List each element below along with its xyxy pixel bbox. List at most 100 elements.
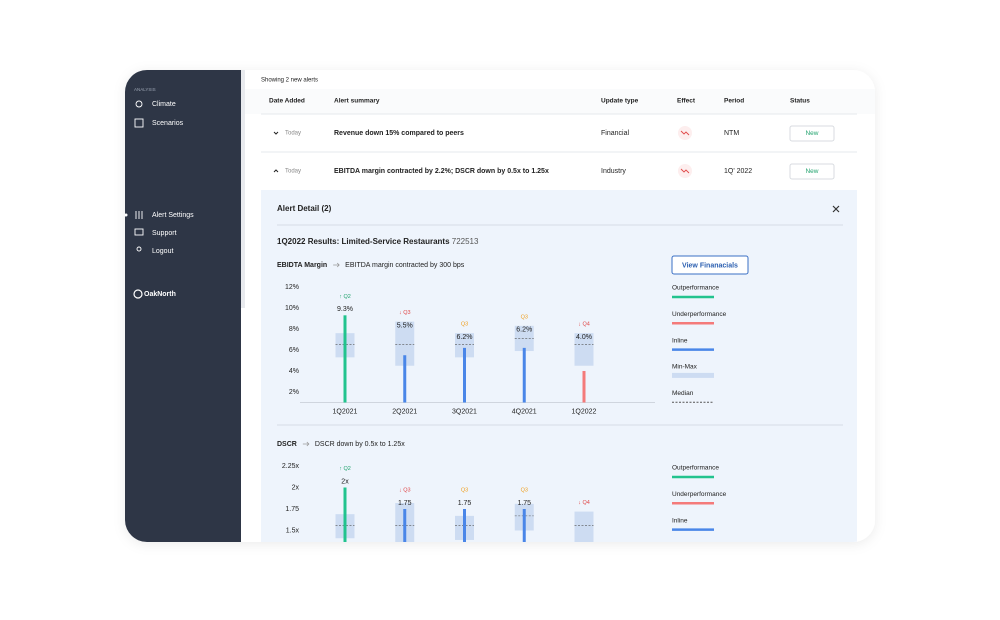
y-tick-label: 2.25x (282, 463, 300, 470)
bar (522, 347, 526, 403)
chart-title: DSCR (277, 441, 297, 448)
caption: Showing 2 new alerts (261, 78, 318, 84)
value-label: 6.2% (516, 327, 532, 334)
status-badge (789, 125, 835, 142)
legend-label: Min-Max (672, 364, 698, 371)
column-header: Update type (601, 98, 639, 105)
y-tick-label: 8% (289, 326, 299, 333)
chevron[interactable] (273, 131, 279, 135)
min-max-box (574, 333, 594, 366)
logo: OakNorth (144, 291, 176, 298)
value-label: 5.5% (397, 322, 413, 329)
bar (403, 509, 407, 542)
close-button[interactable] (832, 205, 840, 213)
status: New (805, 130, 818, 137)
arrow-icon (333, 262, 340, 268)
quartile-label: ↓ Q3 (399, 487, 411, 493)
column-header: Status (790, 98, 810, 105)
icon (134, 118, 144, 128)
quartile-label: Q3 (521, 314, 528, 320)
icon (136, 246, 142, 252)
legend-label: Underperformance (672, 311, 727, 318)
button[interactable] (671, 255, 749, 275)
menu-item[interactable]: Logout (152, 248, 173, 255)
quartile-label: ↓ Q4 (578, 322, 590, 328)
chart-subtitle: DSCR down by 0.5x to 1.25x (315, 441, 405, 448)
quartile-label: ↓ Q4 (578, 500, 590, 506)
update-type: Financial (601, 130, 629, 137)
chevron[interactable] (273, 169, 279, 173)
x-tick-label: 4Q2021 (512, 408, 537, 415)
y-tick-label: 2% (289, 389, 299, 396)
quartile-label: Q3 (521, 487, 528, 493)
alert-row[interactable]: Today Revenue down 15% compared to peers… (273, 125, 835, 142)
table-header (245, 89, 875, 114)
x-tick-label: 1Q2021 (333, 408, 358, 415)
value-label: 6.2% (457, 334, 473, 341)
icon (134, 228, 144, 236)
column-header: Date Added (269, 98, 305, 105)
chart-subtitle: EBITDA margin contracted by 300 bps (345, 262, 465, 269)
detail-title: Alert Detail (2) (277, 204, 332, 213)
y-tick-label: 1.75 (285, 506, 299, 513)
quartile-label: ↓ Q3 (399, 310, 411, 316)
column-header: Period (724, 98, 744, 105)
icon (135, 211, 143, 219)
status-badge (789, 163, 835, 180)
bar (463, 509, 466, 542)
bar (582, 370, 586, 403)
date: Today (285, 131, 301, 137)
value-label: 2x (341, 478, 349, 485)
legend-label: Inline (672, 517, 688, 524)
status: New (805, 168, 818, 175)
alert-row[interactable]: Today EBITDA margin contracted by 2.2%; … (273, 163, 835, 180)
y-tick-label: 6% (289, 347, 299, 354)
min-max-box (514, 325, 534, 352)
y-tick-label: 10% (285, 305, 299, 312)
sidebar-edge (241, 70, 245, 308)
min-max-box (395, 321, 415, 366)
trend-icon (680, 130, 690, 136)
bar (583, 552, 586, 574)
legend-label: Underperformance (672, 491, 727, 498)
min-max-box (455, 333, 474, 358)
date: Today (285, 169, 301, 175)
legend-label: Inline (672, 337, 688, 344)
value-label: 1.75 (517, 500, 531, 507)
summary: EBITDA margin contracted by 2.2%; DSCR d… (334, 168, 549, 175)
detail-heading: 1Q2022 Results: Limited-Service Restaura… (277, 237, 479, 246)
arrow-icon (302, 441, 310, 447)
trend-icon (680, 168, 690, 174)
x-tick-label: 1Q2022 (572, 408, 597, 415)
active-dot (125, 213, 128, 217)
menu-item[interactable]: Support (152, 230, 177, 237)
quartile-label: ↑ Q2 (339, 466, 351, 472)
icon (135, 100, 143, 108)
update-type: Industry (601, 168, 626, 175)
sidebar-menu: ANALYSIS Climate Scenarios Alert Setting… (125, 87, 194, 299)
legend-label: Median (672, 390, 694, 397)
sidebar (125, 70, 241, 542)
bar (522, 509, 526, 542)
legend-label: Outperformance (672, 285, 719, 292)
y-tick-label: 12% (285, 284, 299, 291)
value-label: 1.75 (398, 500, 412, 507)
quartile-label: Q3 (461, 487, 468, 493)
value-label: 9.3% (337, 306, 353, 313)
x-tick-label: 3Q2021 (452, 408, 477, 415)
value-label: 1.75 (458, 500, 472, 507)
entity-id: 722513 (452, 237, 479, 246)
y-tick-label: 2x (292, 484, 300, 491)
button-label[interactable]: View Finanacials (682, 262, 738, 269)
bar (343, 487, 347, 542)
quartile-label: ↑ Q2 (339, 294, 351, 300)
x-tick-label: 2Q2021 (392, 408, 417, 415)
menu-item[interactable]: Alert Settings (152, 212, 194, 219)
menu-item[interactable]: Scenarios (152, 120, 184, 127)
quartile-label: Q3 (461, 322, 468, 328)
app: ANALYSIS Climate Scenarios Alert Setting… (125, 70, 875, 574)
logo-mark (133, 289, 143, 299)
menu-item[interactable]: Climate (152, 101, 176, 108)
y-tick-label: 1.5x (286, 527, 300, 534)
